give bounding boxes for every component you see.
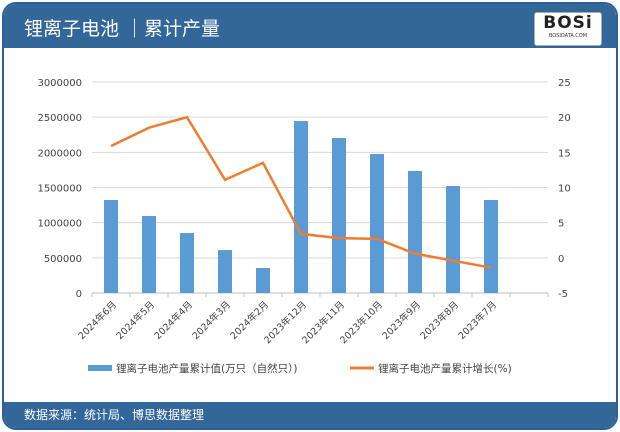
left-tick-label: 500000	[44, 254, 82, 265]
source-note: 数据来源：统计局、博思数据整理	[4, 402, 616, 428]
bar	[484, 200, 498, 293]
x-tick-label: 2023年9月	[380, 299, 423, 342]
x-tick-label: 2024年3月	[190, 299, 233, 342]
x-tick-label: 2024年5月	[114, 299, 157, 342]
bar	[294, 121, 308, 293]
legend-bar-label: 锂离子电池产量累计值(万只（自然只）)	[116, 362, 297, 375]
right-tick-label: 5	[558, 219, 564, 230]
x-tick-label: 2023年8月	[418, 299, 461, 342]
legend-bar-swatch	[88, 365, 112, 371]
right-tick-label: 0	[558, 254, 564, 265]
left-tick-label: 2000000	[37, 148, 82, 159]
right-tick-label: -5	[558, 289, 568, 300]
x-tick-label: 2023年7月	[456, 299, 499, 342]
bar	[104, 200, 118, 293]
legend-line-label: 锂离子电池产量累计增长(%)	[378, 362, 512, 375]
bosi-logo: BOSi BOSIDATA.COM	[534, 12, 602, 46]
x-tick-label: 2024年6月	[76, 299, 119, 342]
page-title: 锂离子电池 ｜累计产量	[24, 18, 221, 40]
bar	[370, 154, 384, 293]
bar	[142, 215, 156, 293]
bar	[256, 268, 270, 293]
right-tick-label: 10	[558, 184, 571, 195]
right-tick-label: 15	[558, 148, 571, 159]
left-tick-label: 1500000	[37, 184, 82, 195]
right-tick-label: 20	[558, 113, 571, 124]
left-tick-label: 2500000	[37, 113, 82, 124]
bar	[408, 170, 422, 293]
header: 锂离子电池 ｜累计产量 BOSi BOSIDATA.COM	[4, 4, 616, 48]
left-tick-label: 1000000	[37, 219, 82, 230]
x-tick-label: 2024年4月	[152, 299, 195, 342]
bar	[446, 186, 460, 293]
left-tick-label: 0	[76, 289, 82, 300]
bar	[218, 250, 232, 293]
bar	[332, 137, 346, 293]
right-tick-label: 25	[558, 78, 571, 89]
bar	[180, 233, 194, 293]
left-tick-label: 3000000	[37, 78, 82, 89]
